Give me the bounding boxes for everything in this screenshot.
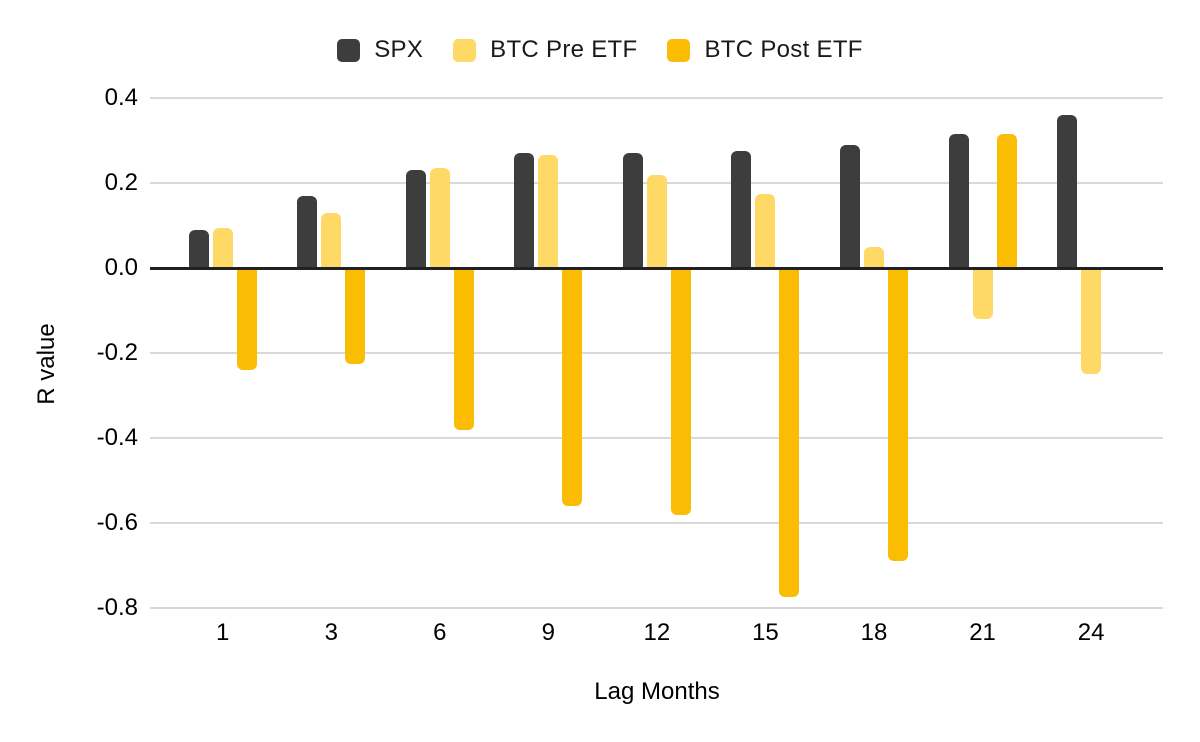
gridline — [150, 97, 1163, 99]
y-axis-tick-label: 0.0 — [104, 254, 138, 281]
bar-btc-pre-etf-lag-24 — [1081, 268, 1102, 375]
bar-btc-pre-etf-lag-12 — [646, 174, 667, 268]
bar-btc-post-etf-lag-21 — [996, 134, 1017, 268]
bar-btc-pre-etf-lag-9 — [538, 155, 559, 268]
chart-legend: SPX BTC Pre ETF BTC Post ETF — [0, 36, 1200, 64]
x-axis-tick-label: 6 — [433, 619, 447, 646]
bar-spx-lag-9 — [514, 153, 535, 268]
bar-spx-lag-12 — [622, 153, 643, 268]
y-axis-tick-label: -0.2 — [96, 339, 138, 366]
x-axis-tick-label: 3 — [324, 619, 338, 646]
bar-btc-post-etf-lag-3 — [345, 268, 366, 364]
gridline — [150, 352, 1163, 354]
x-axis-tick-label: 18 — [860, 619, 888, 646]
legend-swatch-btc-pre-etf — [453, 38, 477, 62]
bar-btc-pre-etf-lag-21 — [972, 268, 993, 319]
x-axis-tick-label: 24 — [1077, 619, 1105, 646]
bar-btc-post-etf-lag-9 — [562, 268, 583, 506]
gridline — [150, 522, 1163, 524]
y-axis-tick-label: -0.6 — [96, 509, 138, 536]
plot-area — [150, 97, 1163, 609]
legend-swatch-btc-post-etf — [667, 38, 691, 62]
bar-btc-post-etf-lag-12 — [670, 268, 691, 515]
x-axis-tick-label: 1 — [216, 619, 230, 646]
x-axis-title: Lag Months — [594, 678, 720, 705]
legend-item-spx: SPX — [337, 36, 423, 64]
legend-label: BTC Post ETF — [704, 36, 863, 63]
bar-btc-post-etf-lag-1 — [236, 268, 257, 370]
legend-label: SPX — [374, 36, 424, 63]
bar-btc-pre-etf-lag-18 — [864, 246, 884, 268]
bar-btc-post-etf-lag-6 — [453, 268, 474, 430]
bar-btc-post-etf-lag-18 — [888, 268, 908, 562]
bar-spx-lag-18 — [840, 144, 860, 268]
bar-spx-lag-24 — [1057, 115, 1078, 268]
y-axis-title: R value — [33, 323, 60, 405]
y-axis-tick-label: -0.4 — [96, 424, 138, 451]
x-axis-tick-label: 12 — [643, 619, 671, 646]
gridline — [150, 607, 1163, 609]
bar-btc-pre-etf-lag-1 — [212, 227, 233, 268]
bar-spx-lag-1 — [188, 229, 209, 268]
bar-spx-lag-21 — [948, 134, 969, 268]
legend-label: BTC Pre ETF — [490, 36, 638, 63]
gridline — [150, 437, 1163, 439]
x-axis-tick-label: 15 — [752, 619, 779, 646]
zero-axis-line — [150, 266, 1163, 270]
y-axis-tick-label: 0.2 — [104, 169, 138, 196]
legend-item-btc-pre-etf: BTC Pre ETF — [453, 36, 637, 64]
bar-btc-pre-etf-lag-6 — [429, 168, 450, 268]
x-axis-tick-label: 9 — [541, 619, 556, 646]
bar-spx-lag-3 — [297, 195, 318, 268]
y-axis-tick-label: 0.4 — [104, 84, 138, 111]
x-axis-tick-label: 21 — [969, 619, 996, 646]
bar-btc-pre-etf-lag-3 — [321, 212, 342, 268]
legend-item-btc-post-etf: BTC Post ETF — [667, 36, 862, 64]
y-axis-tick-label: -0.8 — [96, 594, 138, 621]
bar-btc-pre-etf-lag-15 — [755, 193, 776, 268]
bar-spx-lag-6 — [405, 170, 426, 268]
bar-btc-post-etf-lag-15 — [779, 268, 800, 598]
legend-swatch-spx — [337, 38, 361, 62]
bar-spx-lag-15 — [731, 151, 752, 268]
y-axis: 0.4 0.2 0.0 -0.2 -0.4 -0.6 -0.8 — [0, 84, 138, 621]
